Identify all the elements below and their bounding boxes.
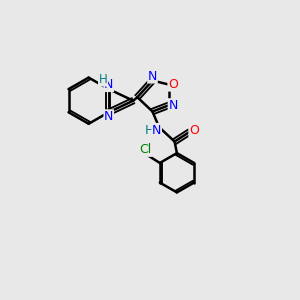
Text: Cl: Cl <box>140 143 152 156</box>
Text: O: O <box>168 78 178 91</box>
Text: N: N <box>168 99 178 112</box>
Text: H: H <box>145 124 154 136</box>
Text: N: N <box>152 124 161 136</box>
Text: N: N <box>148 70 157 83</box>
Text: H: H <box>99 73 107 86</box>
Text: N: N <box>104 79 113 92</box>
Text: O: O <box>189 124 199 137</box>
Text: N: N <box>104 110 113 123</box>
